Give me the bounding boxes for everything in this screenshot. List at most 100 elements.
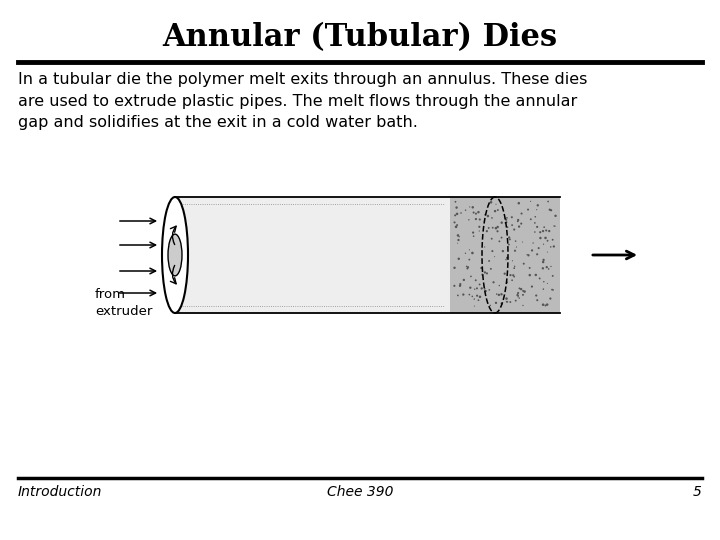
Point — [525, 215, 536, 224]
Point — [469, 295, 480, 303]
Point — [485, 198, 497, 207]
Point — [487, 278, 499, 287]
Point — [499, 269, 510, 278]
Point — [541, 237, 553, 245]
Point — [537, 264, 549, 273]
Point — [529, 219, 541, 227]
Point — [489, 252, 500, 261]
Point — [474, 227, 485, 235]
Point — [487, 224, 498, 232]
Point — [531, 291, 542, 300]
Point — [517, 301, 528, 310]
Point — [545, 242, 557, 251]
Point — [534, 228, 546, 237]
Point — [452, 239, 464, 247]
Point — [449, 211, 461, 220]
Point — [525, 197, 536, 206]
Point — [451, 210, 463, 218]
Point — [450, 198, 462, 206]
Point — [452, 231, 464, 240]
Point — [459, 249, 471, 258]
Point — [510, 296, 521, 305]
Point — [546, 285, 558, 294]
Point — [462, 263, 474, 272]
Point — [537, 258, 549, 266]
Point — [545, 206, 557, 214]
Point — [544, 294, 556, 303]
Point — [500, 215, 512, 224]
Point — [531, 205, 542, 214]
Point — [492, 206, 503, 214]
Point — [529, 212, 541, 221]
Text: Chee 390: Chee 390 — [327, 485, 393, 499]
Point — [465, 272, 477, 281]
Point — [501, 298, 513, 306]
Point — [454, 232, 465, 241]
Point — [541, 226, 552, 235]
Point — [526, 246, 538, 255]
Point — [496, 233, 508, 242]
Point — [464, 202, 475, 211]
Point — [500, 219, 511, 227]
Point — [506, 213, 518, 221]
Point — [451, 223, 462, 232]
Point — [534, 274, 546, 283]
Point — [506, 276, 518, 285]
Point — [464, 255, 475, 264]
Point — [480, 211, 491, 219]
Point — [483, 256, 495, 265]
Point — [543, 265, 554, 273]
Point — [474, 280, 485, 289]
Point — [451, 203, 462, 212]
Point — [547, 235, 559, 244]
Polygon shape — [175, 197, 560, 313]
Point — [481, 227, 492, 235]
Point — [518, 259, 529, 268]
Point — [496, 299, 508, 308]
Point — [501, 213, 513, 222]
Point — [472, 296, 484, 305]
Point — [474, 222, 485, 231]
Point — [512, 291, 523, 299]
Point — [544, 205, 555, 214]
Point — [507, 256, 518, 265]
Point — [467, 248, 478, 257]
Point — [516, 285, 527, 293]
Point — [467, 292, 478, 301]
Point — [527, 239, 539, 247]
Point — [490, 200, 502, 208]
Point — [496, 218, 508, 227]
Text: Introduction: Introduction — [18, 485, 102, 499]
Point — [464, 291, 475, 299]
Point — [449, 218, 460, 227]
Point — [508, 271, 519, 280]
Text: Annular (Tubular) Dies: Annular (Tubular) Dies — [163, 23, 557, 53]
Point — [513, 293, 524, 301]
Point — [484, 286, 495, 294]
Point — [513, 215, 524, 224]
Point — [513, 294, 525, 302]
Point — [538, 240, 549, 248]
Text: In a tubular die the polymer melt exits through an annulus. These dies
are used : In a tubular die the polymer melt exits … — [18, 72, 588, 130]
Point — [500, 215, 511, 224]
Point — [464, 246, 475, 254]
Point — [485, 265, 497, 273]
Point — [548, 221, 559, 230]
Point — [494, 237, 505, 246]
Point — [550, 212, 562, 220]
Point — [475, 264, 487, 272]
Point — [467, 203, 479, 212]
Point — [486, 234, 498, 243]
Point — [462, 264, 473, 273]
Point — [547, 286, 559, 294]
Point — [505, 298, 516, 306]
Point — [530, 271, 541, 279]
Point — [458, 275, 469, 284]
Point — [470, 210, 482, 218]
Text: 5: 5 — [693, 485, 702, 499]
Point — [453, 254, 464, 263]
Point — [482, 212, 494, 220]
Point — [532, 201, 544, 210]
Point — [537, 227, 549, 235]
Point — [513, 199, 525, 207]
